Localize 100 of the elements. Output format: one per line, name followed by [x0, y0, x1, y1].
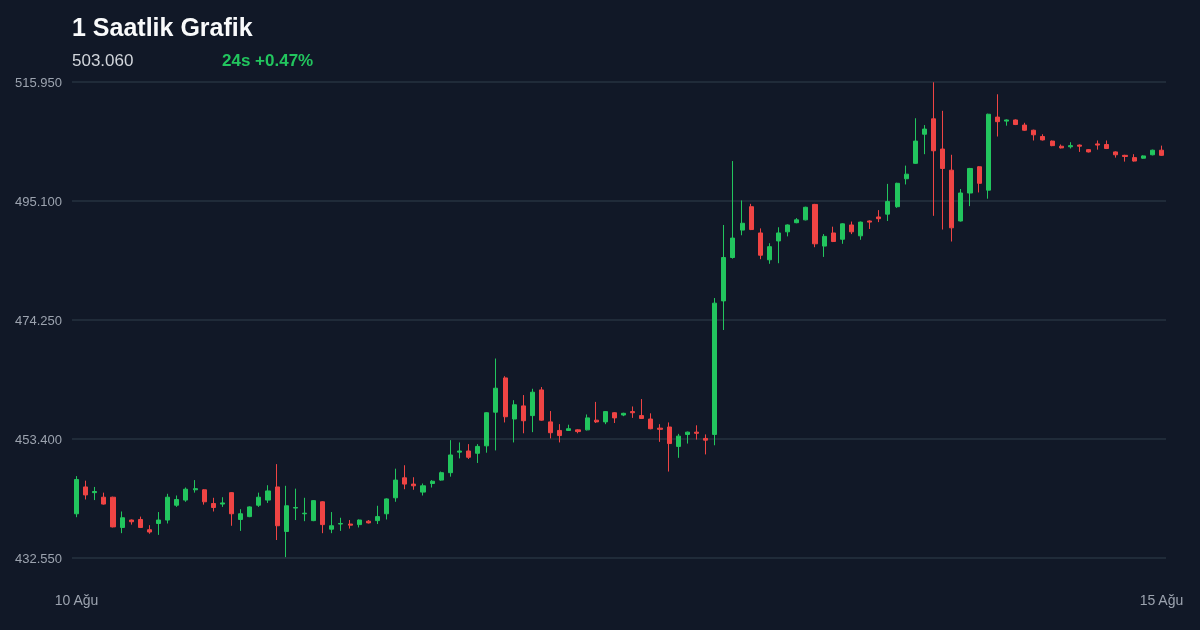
candlestick [995, 93, 1000, 138]
candlestick [1104, 140, 1109, 150]
candlestick [740, 199, 745, 236]
candlestick [657, 423, 663, 443]
candlestick [958, 188, 963, 223]
candlestick [621, 412, 626, 417]
candlestick [256, 492, 261, 508]
candlestick [858, 221, 863, 241]
candlestick [329, 511, 334, 534]
candlestick [138, 516, 143, 529]
candlestick [639, 398, 644, 420]
candlestick [986, 113, 991, 200]
candlestick [1150, 149, 1155, 156]
candlestick [1113, 150, 1118, 159]
candlestick [575, 428, 581, 434]
candlestick [694, 424, 699, 441]
candlestick [530, 388, 535, 433]
candlestick [357, 518, 362, 528]
candlestick [785, 223, 790, 237]
candlestick [1050, 140, 1055, 147]
candlestick [895, 182, 900, 209]
candlestick [1022, 122, 1027, 132]
candlestick [539, 386, 544, 422]
candlestick [521, 394, 526, 434]
candlestick [931, 81, 936, 217]
candlestick [512, 399, 517, 443]
candlestick [466, 443, 471, 460]
candlestick [885, 183, 890, 222]
candlestick [794, 217, 799, 224]
candlestick [1031, 129, 1036, 141]
candlestick [940, 110, 945, 231]
candlestick [822, 233, 827, 258]
candlestick [1159, 145, 1164, 157]
candlestick [420, 483, 426, 496]
candlestick [293, 488, 298, 521]
candlestick [977, 165, 982, 193]
candlestick [812, 203, 818, 248]
candlestick [585, 413, 590, 431]
chart-subtitle: 503.060 [72, 51, 134, 71]
candlestick [83, 480, 88, 500]
candlestick [1141, 154, 1146, 160]
candlestick [1122, 154, 1128, 163]
candlestick [667, 421, 672, 473]
candlestick [402, 464, 407, 490]
candlestick [849, 221, 854, 235]
candlestick [439, 471, 444, 482]
candlestick [384, 497, 389, 520]
candlestick [92, 486, 97, 501]
candlestick [967, 167, 973, 207]
x-tick-label: 10 Ağu [54, 592, 99, 608]
candlestick [612, 411, 617, 424]
candlestick [676, 433, 681, 459]
candlestick [320, 500, 325, 534]
candlestick [876, 209, 881, 223]
y-tick-label: 453.400 [15, 431, 62, 447]
candlestick [1040, 133, 1045, 141]
candlestick [275, 463, 280, 541]
candlestick [594, 401, 599, 424]
candlestick [284, 485, 289, 558]
candlestick [74, 475, 79, 518]
candlestick [120, 510, 125, 534]
candlestick [220, 496, 225, 508]
candlestick [557, 423, 562, 443]
candlestick [174, 495, 179, 508]
candlestick [493, 358, 498, 451]
candlestick [147, 524, 152, 535]
candlestick [712, 297, 717, 446]
candlestick [913, 117, 918, 165]
candlestick [867, 219, 872, 230]
candlestick [484, 411, 489, 454]
candlestick [193, 479, 198, 494]
candlestick [776, 226, 781, 264]
candlestick [1132, 153, 1137, 163]
candlestick [229, 491, 234, 527]
candlestick [922, 124, 927, 155]
candlestick [156, 511, 161, 536]
x-tick-label: 15 Ağu [1139, 592, 1184, 608]
candlestick [430, 479, 435, 489]
candlestick [685, 431, 690, 445]
candlestick [393, 468, 398, 503]
candlestick [101, 492, 106, 506]
candlestick [302, 497, 307, 522]
candlestick [603, 410, 608, 425]
y-tick-label: 515.950 [15, 74, 62, 90]
candlestick [949, 154, 954, 243]
candlestick [129, 518, 134, 526]
candlestick [457, 441, 462, 459]
candlestick [311, 499, 316, 522]
candlestick [475, 443, 480, 464]
candlestick [1059, 144, 1064, 149]
candlestick [411, 476, 416, 491]
candlestick [548, 410, 553, 439]
candlestick [238, 508, 243, 532]
candlestick [749, 203, 754, 231]
candlestick [448, 439, 453, 478]
candlestick [366, 519, 371, 524]
candlestick [265, 484, 271, 504]
candlestick [338, 517, 343, 532]
candlestick [566, 424, 571, 432]
candlestick [348, 519, 353, 530]
